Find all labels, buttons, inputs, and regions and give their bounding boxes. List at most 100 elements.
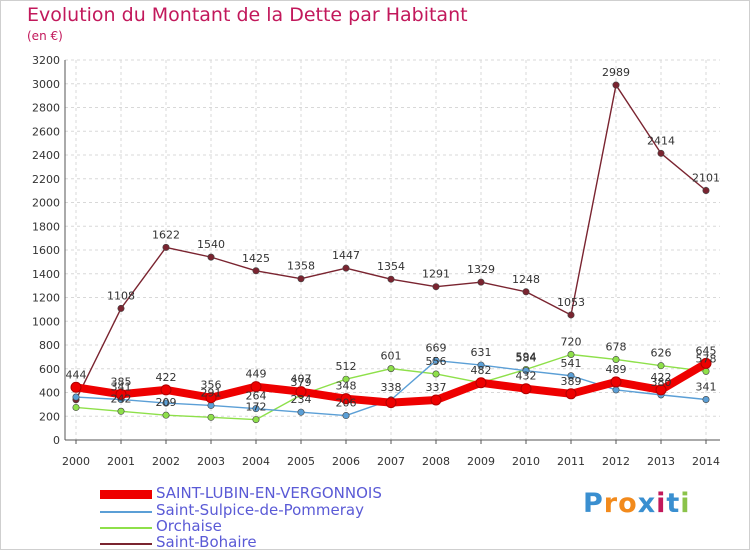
data-point-saint-bohaire: [162, 243, 170, 251]
data-label-saint-lubin-en-vergonnois: 444: [66, 368, 87, 381]
data-point-saint-bohaire: [657, 149, 665, 157]
data-point-saint-sulpice-de-pommeray: [522, 367, 530, 375]
x-tick-label: 2003: [197, 455, 225, 468]
legend-label-saint-sulpice: Saint-Sulpice-de-Pommeray: [156, 501, 364, 519]
x-tick-label: 2001: [107, 455, 135, 468]
y-tick-label: 600: [39, 363, 60, 376]
data-point-orchaise: [342, 375, 350, 383]
y-tick-label: 2000: [32, 197, 60, 210]
data-label-saint-sulpice-de-pommeray: 584: [516, 352, 537, 365]
data-label-saint-sulpice-de-pommeray: 338: [381, 381, 402, 394]
data-label-orchaise: 556: [426, 355, 447, 368]
legend-swatch-orchaise: [100, 527, 152, 529]
data-label-saint-bohaire: 1053: [557, 296, 585, 309]
data-point-saint-bohaire: [612, 81, 620, 89]
data-point-saint-sulpice-de-pommeray: [252, 405, 260, 413]
data-point-saint-bohaire: [522, 288, 530, 296]
data-point-saint-sulpice-de-pommeray: [702, 396, 710, 404]
y-tick-label: 1600: [32, 244, 60, 257]
data-label-saint-sulpice-de-pommeray: 631: [471, 346, 492, 359]
data-label-orchaise: 242: [111, 392, 132, 405]
x-tick-label: 2013: [647, 455, 675, 468]
legend-label-orchaise: Orchaise: [156, 517, 222, 535]
legend-label-saint-bohaire: Saint-Bohaire: [156, 533, 257, 551]
data-point-orchaise: [432, 370, 440, 378]
data-point-saint-lubin-en-vergonnois: [295, 386, 307, 398]
data-label-saint-lubin-en-vergonnois: 432: [516, 370, 537, 383]
x-tick-label: 2012: [602, 455, 630, 468]
data-point-saint-bohaire: [702, 187, 710, 195]
data-label-orchaise: 678: [606, 340, 627, 353]
legend-swatch-saint-sulpice: [100, 511, 152, 513]
data-label-orchaise: 601: [381, 350, 402, 363]
data-label-saint-sulpice-de-pommeray: 380: [651, 376, 672, 389]
data-point-orchaise: [162, 411, 170, 419]
data-label-saint-sulpice-de-pommeray: 206: [336, 397, 357, 410]
y-tick-label: 800: [39, 339, 60, 352]
data-label-saint-lubin-en-vergonnois: 449: [246, 368, 267, 381]
data-point-saint-sulpice-de-pommeray: [162, 399, 170, 407]
data-label-saint-bohaire: 2414: [647, 134, 675, 147]
legend-swatch-saint-lubin: [100, 490, 152, 499]
data-point-saint-lubin-en-vergonnois: [610, 376, 622, 388]
logo-letter: i: [656, 488, 667, 519]
data-point-orchaise: [657, 362, 665, 370]
data-label-saint-lubin-en-vergonnois: 645: [696, 344, 717, 357]
y-tick-label: 3000: [32, 78, 60, 91]
y-tick-label: 1200: [32, 292, 60, 305]
data-label-saint-bohaire: 2989: [602, 66, 630, 79]
data-point-saint-lubin-en-vergonnois: [115, 388, 127, 400]
data-point-saint-sulpice-de-pommeray: [297, 408, 305, 416]
data-point-orchaise: [117, 407, 125, 415]
data-label-saint-bohaire: 1540: [197, 238, 225, 251]
logo-letter: x: [637, 488, 657, 519]
data-label-saint-bohaire: 1329: [467, 263, 495, 276]
x-tick-label: 2009: [467, 455, 495, 468]
line-chart: 0 200 400 600 800 1000 1200 1400 1600 1800 2000 220…: [32, 54, 720, 468]
x-tick-label: 2011: [557, 455, 585, 468]
data-point-saint-lubin-en-vergonnois: [520, 383, 532, 395]
data-label-saint-bohaire: 1358: [287, 260, 315, 273]
logo-letter: i: [680, 488, 691, 519]
chart-title: Evolution du Montant de la Dette par Hab…: [27, 4, 468, 26]
data-point-orchaise: [207, 413, 215, 421]
data-label-orchaise: 172: [246, 401, 267, 414]
x-tick-label: 2002: [152, 455, 180, 468]
x-tick-label: 2006: [332, 455, 360, 468]
chart-subtitle: (en €): [27, 29, 63, 43]
data-point-saint-sulpice-de-pommeray: [432, 357, 440, 365]
data-label-saint-lubin-en-vergonnois: 348: [336, 380, 357, 393]
data-label-orchaise: 512: [336, 360, 357, 373]
x-tick-label: 2000: [62, 455, 90, 468]
data-label-saint-lubin-en-vergonnois: 356: [201, 379, 222, 392]
data-label-orchaise: 594: [516, 350, 537, 363]
x-tick-label: 2005: [287, 455, 315, 468]
data-label-saint-sulpice-de-pommeray: 341: [696, 381, 717, 394]
data-label-orchaise: 482: [471, 364, 492, 377]
logo-letter: r: [603, 488, 619, 519]
data-point-saint-lubin-en-vergonnois: [475, 377, 487, 389]
y-tick-label: 1400: [32, 268, 60, 281]
data-label-saint-lubin-en-vergonnois: 337: [426, 381, 447, 394]
data-point-saint-sulpice-de-pommeray: [342, 412, 350, 420]
data-label-saint-lubin-en-vergonnois: 422: [651, 371, 672, 384]
data-label-orchaise: 720: [561, 336, 582, 349]
y-tick-label: 3200: [32, 54, 60, 67]
data-label-saint-lubin-en-vergonnois: 407: [291, 373, 312, 386]
data-point-saint-bohaire: [252, 267, 260, 275]
data-point-saint-sulpice-de-pommeray: [612, 386, 620, 394]
data-label-saint-bohaire: 1447: [332, 249, 360, 262]
data-label-saint-bohaire: 1354: [377, 260, 405, 273]
data-label-saint-sulpice-de-pommeray: 541: [561, 357, 582, 370]
y-tick-label: 400: [39, 387, 60, 400]
y-tick-label: 1000: [32, 315, 60, 328]
data-point-orchaise: [387, 365, 395, 373]
y-tick-label: 2400: [32, 149, 60, 162]
data-label-saint-sulpice-de-pommeray: 341: [111, 381, 132, 394]
data-point-saint-lubin-en-vergonnois: [565, 388, 577, 400]
data-label-saint-sulpice-de-pommeray: 669: [426, 342, 447, 355]
y-tick-label: 2800: [32, 102, 60, 115]
data-point-orchaise: [72, 403, 80, 411]
data-point-saint-bohaire: [477, 278, 485, 286]
x-tick-label: 2004: [242, 455, 270, 468]
